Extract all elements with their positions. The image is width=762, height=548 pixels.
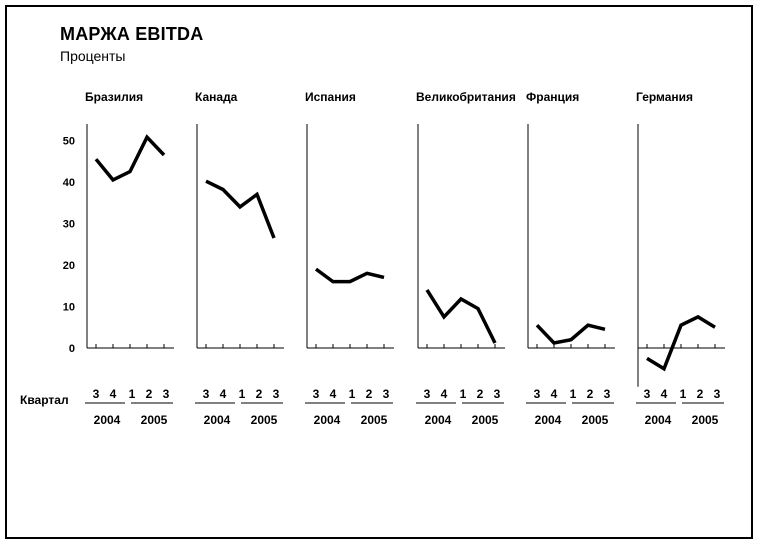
panel-5-quarter-label: 3 [534, 387, 541, 401]
panel-4-year-label: 2004 [425, 413, 452, 427]
panel-1-quarter-label: 3 [93, 387, 100, 401]
panel-4-year-label: 2005 [472, 413, 499, 427]
panel-2-quarter-label: 2 [256, 387, 263, 401]
panel-5-quarter-label: 2 [587, 387, 594, 401]
panel-1-quarter-label: 4 [110, 387, 117, 401]
panel-3-quarter-label: 3 [383, 387, 390, 401]
panel-4-series-line [425, 288, 497, 344]
panel-4-quarter-label: 3 [424, 387, 431, 401]
panel-1-year-label: 2004 [94, 413, 121, 427]
panel-3-series-line [314, 267, 385, 284]
panel-6-year-label: 2004 [645, 413, 672, 427]
chart-subtitle: Проценты [60, 48, 126, 64]
panel-5-quarter-label: 3 [604, 387, 611, 401]
panel-2-quarter-label: 3 [273, 387, 280, 401]
chart-frame [5, 5, 753, 539]
panel-2-year-label: 2004 [204, 413, 231, 427]
panel-3-quarter-label: 2 [366, 387, 373, 401]
panel-4-quarter-label: 1 [460, 387, 467, 401]
panel-1-quarter-label: 3 [163, 387, 170, 401]
panel-1-series-line [94, 134, 166, 183]
panel-3-quarter-label: 3 [313, 387, 320, 401]
panel-2-quarter-label: 3 [203, 387, 210, 401]
panel-5-year-label: 2004 [535, 413, 562, 427]
panel-5-title: Франция [526, 90, 579, 104]
panel-4-title: Великобритания [416, 90, 516, 104]
panel-6-title: Германия [636, 90, 693, 104]
panel-3-quarter-label: 1 [349, 387, 356, 401]
y-tick-label: 50 [63, 136, 75, 148]
panel-6-quarter-label: 3 [714, 387, 721, 401]
y-tick-label: 20 [63, 260, 75, 272]
panel-1-quarter-label: 2 [146, 387, 153, 401]
panel-6-year-label: 2005 [692, 413, 719, 427]
panel-1-quarter-label: 1 [129, 387, 136, 401]
panel-2-quarter-label: 4 [220, 387, 227, 401]
y-tick-label: 10 [63, 302, 75, 314]
x-axis-label: Квартал [20, 393, 69, 407]
panel-6-quarter-label: 2 [697, 387, 704, 401]
panel-2-year-label: 2005 [251, 413, 278, 427]
panel-6-quarter-label: 3 [644, 387, 651, 401]
panel-4-quarter-label: 2 [477, 387, 484, 401]
panel-5-series-line [535, 323, 606, 345]
panel-5-quarter-label: 1 [570, 387, 577, 401]
panel-2-series-line [205, 179, 276, 239]
panel-3-year-label: 2005 [361, 413, 388, 427]
panel-1-title: Бразилия [85, 90, 143, 104]
chart-title: МАРЖА EBITDA [60, 24, 204, 44]
y-tick-label: 0 [69, 343, 75, 355]
panel-4-quarter-label: 4 [441, 387, 448, 401]
panel-3-year-label: 2004 [314, 413, 341, 427]
panel-2-quarter-label: 1 [239, 387, 246, 401]
panel-5-year-label: 2005 [582, 413, 609, 427]
panel-5-quarter-label: 4 [551, 387, 558, 401]
y-tick-label: 40 [63, 177, 75, 189]
panel-4-quarter-label: 3 [494, 387, 501, 401]
panel-6-quarter-label: 1 [680, 387, 687, 401]
panel-3-title: Испания [305, 90, 356, 104]
panel-6-quarter-label: 4 [661, 387, 668, 401]
panel-2-title: Канада [195, 90, 238, 104]
panel-3-quarter-label: 4 [330, 387, 337, 401]
panel-6-series-line [646, 314, 716, 372]
y-tick-label: 30 [63, 219, 75, 231]
panel-1-year-label: 2005 [141, 413, 168, 427]
